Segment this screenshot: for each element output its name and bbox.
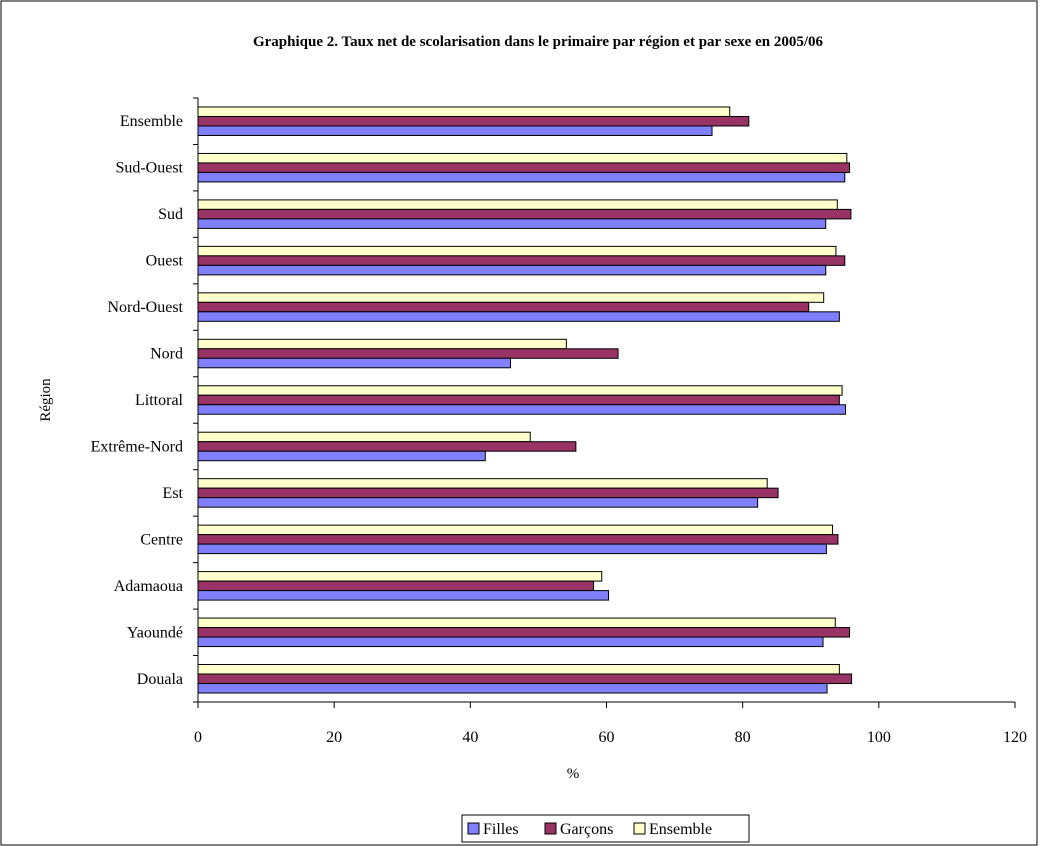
y-tick-label: Nord	[150, 346, 183, 363]
bars-group	[197, 106, 853, 694]
bar-gar-ons-3	[197, 255, 846, 266]
x-tick-label: 120	[1003, 729, 1027, 746]
bar-gar-ons-12	[197, 673, 853, 685]
bar-filles-7	[197, 450, 486, 462]
bar-gar-ons-9	[197, 534, 839, 545]
y-tick-labels: Ensemble Sud-Ouest Sud Ouest Nord-Ouest Nord L…	[91, 97, 198, 703]
x-tick-labels: 0 20 40 60 80 100 120	[194, 702, 1027, 746]
bar-ensemble-1	[197, 152, 848, 164]
bar-ensemble-2	[197, 199, 838, 210]
bar-gar-ons-0	[197, 115, 750, 127]
y-tick-label: Adamaoua	[114, 578, 183, 595]
bar-filles-6	[197, 404, 846, 415]
bar-gar-ons-1	[197, 162, 851, 173]
x-tick-label: 80	[735, 729, 751, 746]
bar-gar-ons-4	[197, 301, 810, 313]
bar-gar-ons-8	[197, 487, 779, 499]
chart-title: Graphique 2. Taux net de scolarisation d…	[253, 34, 824, 50]
legend-box	[461, 814, 750, 843]
y-tick-label: Ouest	[146, 253, 184, 270]
x-tick-label: 20	[326, 729, 342, 746]
bar-filles-4	[197, 311, 840, 322]
legend-swatch-ensemble	[633, 822, 646, 835]
bar-gar-ons-2	[197, 208, 852, 220]
bar-filles-2	[197, 218, 827, 229]
bar-filles-10	[197, 590, 610, 601]
x-tick-label: 60	[599, 729, 615, 746]
bar-ensemble-5	[197, 338, 567, 350]
bar-filles-9	[197, 543, 827, 555]
bar-ensemble-3	[197, 245, 837, 257]
legend-swatch-gar-ons	[544, 822, 557, 835]
bar-filles-1	[197, 171, 846, 183]
x-tick-label: 100	[867, 729, 891, 746]
bar-ensemble-11	[197, 617, 836, 629]
bar-gar-ons-10	[197, 580, 595, 592]
legend: Filles Garçons Ensemble	[461, 814, 750, 843]
x-tick-label: 40	[462, 729, 478, 746]
y-axis-label: Région	[38, 378, 54, 422]
bar-ensemble-10	[197, 571, 603, 582]
y-tick-label: Extrême-Nord	[91, 438, 183, 455]
bar-filles-12	[197, 683, 828, 694]
y-tick-label: Yaoundé	[127, 624, 183, 641]
y-tick-label: Sud-Ouest	[115, 160, 183, 177]
bar-ensemble-8	[197, 478, 768, 489]
legend-label: Garçons	[560, 821, 613, 838]
bar-gar-ons-5	[197, 348, 619, 359]
bar-ensemble-6	[197, 385, 843, 396]
bar-filles-3	[197, 264, 827, 276]
bar-ensemble-4	[197, 292, 825, 303]
bar-ensemble-0	[197, 106, 731, 117]
bar-filles-8	[197, 497, 759, 508]
bar-filles-5	[197, 357, 511, 369]
bar-ensemble-9	[197, 524, 834, 536]
y-tick-label: Nord-Ouest	[107, 299, 183, 316]
y-tick-label: Centre	[140, 531, 183, 548]
legend-swatch-filles	[467, 822, 480, 835]
y-tick-label: Douala	[137, 671, 183, 688]
y-tick-label: Littoral	[135, 392, 184, 409]
x-tick-label: 0	[194, 729, 202, 746]
bar-gar-ons-6	[197, 394, 840, 406]
legend-label: Filles	[483, 821, 519, 838]
bar-filles-0	[197, 125, 713, 136]
bar-ensemble-7	[197, 431, 531, 443]
x-axis-label: %	[567, 766, 580, 782]
bar-filles-11	[197, 636, 824, 648]
legend-label: Ensemble	[649, 821, 712, 838]
y-tick-label: Sud	[158, 206, 183, 223]
bar-gar-ons-7	[197, 441, 577, 452]
bar-gar-ons-11	[197, 627, 851, 638]
y-tick-label: Est	[163, 485, 184, 502]
bar-ensemble-12	[197, 664, 840, 675]
y-tick-label: Ensemble	[120, 113, 183, 130]
